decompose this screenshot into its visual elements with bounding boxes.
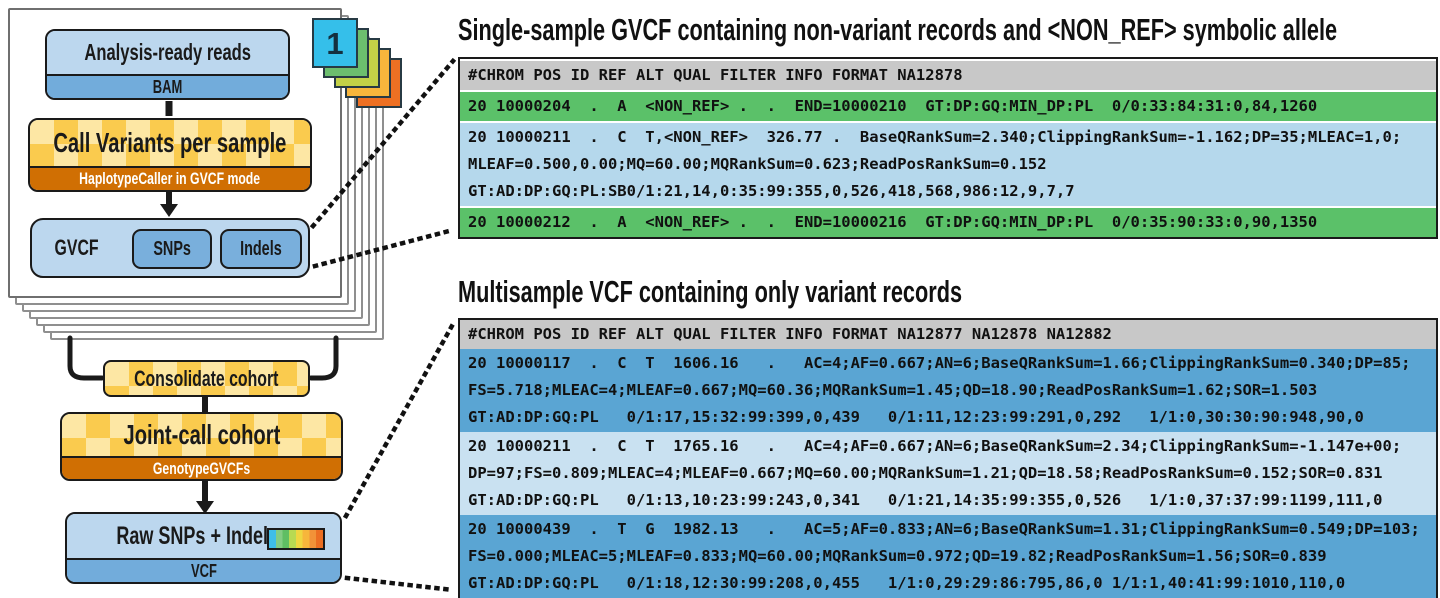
gvcf-row-line: GT:AD:DP:GQ:PL:SB0/1:21,14,0:35:99:355,0… <box>468 182 1075 200</box>
vcf-row-line: FS=5.718;MLEAC=4;MLEAF=0.667;MQ=60.36;MQ… <box>468 381 1318 399</box>
consolidate-cohort-box: Consolidate cohort <box>103 360 310 397</box>
gvcf-table: #CHROM POS ID REF ALT QUAL FILTER INFO F… <box>458 57 1438 239</box>
vcf-row-line: FS=0.000;MLEAC=5;MLEAF=0.833;MQ=60.00;MQ… <box>468 547 1327 565</box>
analysis-ready-reads-box: Analysis-ready reads BAM <box>45 29 290 100</box>
genotypegvcfs-label: GenotypeGVCFs <box>152 458 251 478</box>
haplotypecaller-label: HaplotypeCaller in GVCF mode <box>79 169 261 188</box>
vcf-panel-heading: Multisample VCF containing only variant … <box>458 274 963 309</box>
bam-format-strip: BAM <box>47 74 288 98</box>
raw-snps-indels-title-area: Raw SNPs + Indels <box>67 514 340 558</box>
call-variants-box: Call Variants per sample HaplotypeCaller… <box>28 118 312 192</box>
gvcf-row-line: 20 10000211 . C T,<NON_REF> 326.77 . Bas… <box>468 128 1402 146</box>
snps-chip: SNPs <box>132 229 212 269</box>
genotypegvcfs-strip: GenotypeGVCFs <box>62 456 341 479</box>
vcf-row-line: 20 10000439 . T G 1982.13 . AC=5;AF=0.83… <box>468 520 1420 538</box>
vcf-format-strip: VCF <box>67 558 340 582</box>
vcf-row-1: 20 10000117 . C T 1606.16 . AC=4;AF=0.66… <box>460 349 1436 432</box>
joint-call-cohort-box: Joint-call cohort GenotypeGVCFs <box>60 412 343 481</box>
page-tab-1: 1 <box>312 18 358 68</box>
gvcf-panel-heading-wrap: Single-sample GVCF containing non-varian… <box>458 12 1440 48</box>
vcf-panel-heading-wrap: Multisample VCF containing only variant … <box>458 274 1178 310</box>
call-variants-title: Call Variants per sample <box>53 127 287 158</box>
gvcf-label: GVCF <box>54 235 99 260</box>
gvcf-row-line: 20 10000204 . A <NON_REF> . . END=100002… <box>468 97 1318 115</box>
gvcf-label-wrap: GVCF <box>46 220 107 276</box>
bracket-right <box>308 335 339 381</box>
vcf-label: VCF <box>190 560 217 581</box>
indels-chip: Indels <box>220 229 302 269</box>
analysis-ready-reads-title: Analysis-ready reads <box>84 39 251 65</box>
vcf-table-header-row: #CHROM POS ID REF ALT QUAL FILTER INFO F… <box>460 320 1436 349</box>
dotted-leader-vcf-top <box>342 320 457 520</box>
vcf-row-line: GT:AD:DP:GQ:PL 0/1:18,12:30:99:208,0,455… <box>468 574 1346 592</box>
gvcf-table-header-row: #CHROM POS ID REF ALT QUAL FILTER INFO F… <box>460 59 1436 90</box>
dotted-leader-vcf-bottom <box>344 575 456 593</box>
vcf-row-3: 20 10000439 . T G 1982.13 . AC=5;AF=0.83… <box>460 515 1436 598</box>
joint-call-title-area: Joint-call cohort <box>62 414 341 456</box>
analysis-ready-reads-title-area: Analysis-ready reads <box>47 31 288 74</box>
gvcf-row-line: MLEAF=0.500,0.00;MQ=60.00;MQRankSum=0.62… <box>468 155 1047 173</box>
gvcf-row-line: 20 10000212 . A <NON_REF> . . END=100002… <box>468 213 1318 231</box>
vcf-row-2: 20 10000211 . C T 1765.16 . AC=4;AF=0.66… <box>460 432 1436 515</box>
vcf-row-line: GT:AD:DP:GQ:PL 0/1:13,10:23:99:243,0,341… <box>468 491 1383 509</box>
call-variants-title-area: Call Variants per sample <box>30 120 310 166</box>
gvcf-table-header-text: #CHROM POS ID REF ALT QUAL FILTER INFO F… <box>468 66 963 84</box>
snps-label: SNPs <box>153 237 191 260</box>
bam-label: BAM <box>152 76 183 97</box>
gvcf-panel-heading: Single-sample GVCF containing non-varian… <box>458 12 1338 47</box>
gvcf-box: GVCF SNPs Indels <box>30 218 310 278</box>
multisample-vcf-table: #CHROM POS ID REF ALT QUAL FILTER INFO F… <box>458 318 1438 598</box>
vcf-row-line: DP=97;FS=0.809;MLEAC=4;MLEAF=0.667;MQ=60… <box>468 464 1383 482</box>
gvcf-row-variant: 20 10000211 . C T,<NON_REF> 326.77 . Bas… <box>460 121 1436 206</box>
gvcf-row-nonvariant-1: 20 10000204 . A <NON_REF> . . END=100002… <box>460 90 1436 121</box>
rainbow-strip-icon <box>267 528 325 550</box>
vcf-row-line: GT:AD:DP:GQ:PL 0/1:17,15:32:99:399,0,439… <box>468 408 1364 426</box>
raw-snps-indels-title: Raw SNPs + Indels <box>116 521 278 550</box>
vcf-row-line: 20 10000211 . C T 1765.16 . AC=4;AF=0.66… <box>468 437 1402 455</box>
raw-snps-indels-box: Raw SNPs + Indels VCF <box>65 512 342 584</box>
vcf-row-line: 20 10000117 . C T 1606.16 . AC=4;AF=0.66… <box>468 354 1411 372</box>
bracket-left <box>67 335 105 381</box>
gvcf-row-nonvariant-2: 20 10000212 . A <NON_REF> . . END=100002… <box>460 206 1436 237</box>
consolidate-cohort-title: Consolidate cohort <box>134 365 279 391</box>
vcf-table-header-text: #CHROM POS ID REF ALT QUAL FILTER INFO F… <box>468 325 1112 343</box>
joint-call-title: Joint-call cohort <box>123 419 280 450</box>
indels-label: Indels <box>240 237 282 260</box>
sample-number: 1 <box>326 25 344 61</box>
haplotypecaller-strip: HaplotypeCaller in GVCF mode <box>30 166 310 190</box>
